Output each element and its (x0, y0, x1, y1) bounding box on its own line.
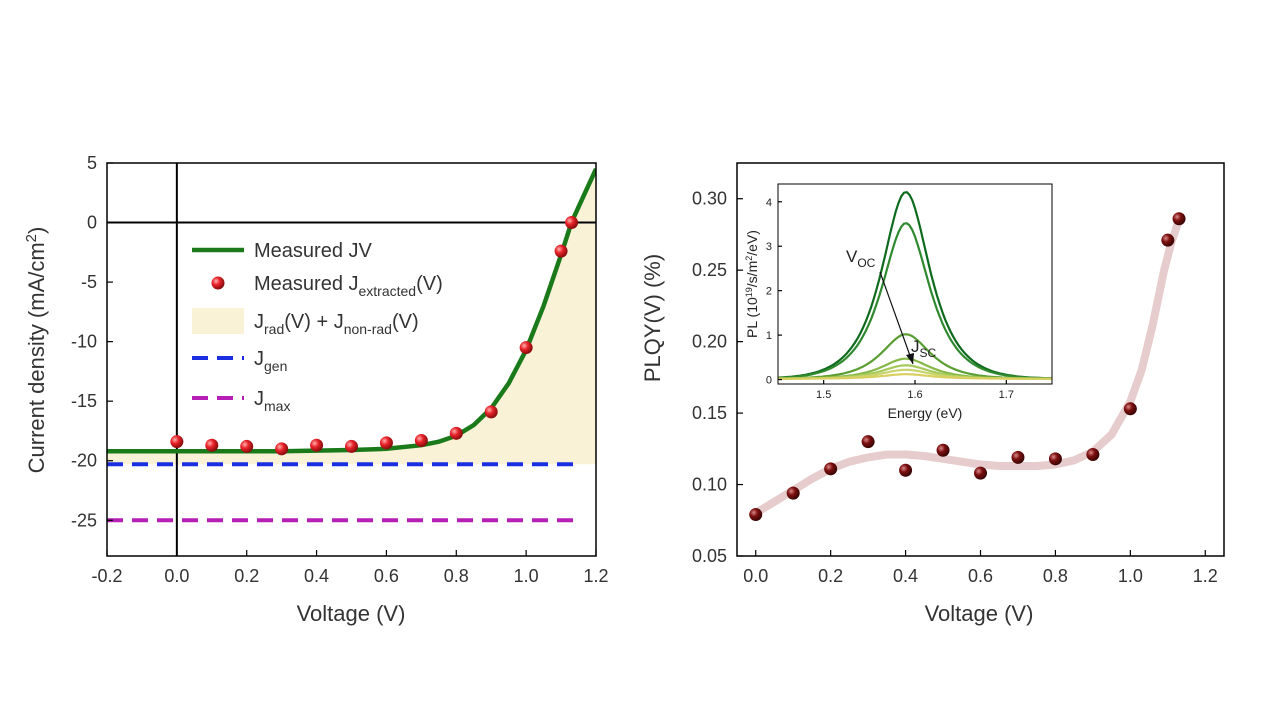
x-tick-label: 0.6 (374, 566, 399, 586)
x-tick-label: 0.4 (304, 566, 329, 586)
plqy-point (1161, 233, 1175, 247)
y-tick-label: 0.25 (692, 260, 727, 280)
jv-chart: -0.2 0.0 0.2 0.4 0.6 0.8 1.0 1.2 5 0 -5 -10 -15 -20 -… (23, 153, 609, 626)
y-tick-label: 0.15 (692, 403, 727, 423)
plqy-point (861, 435, 875, 449)
extracted-point (310, 438, 324, 452)
x-tick-label: 1.0 (1118, 566, 1143, 586)
pl-spectrum-curve (778, 222, 1052, 380)
extracted-point (379, 436, 393, 450)
voc-annotation: VOC (846, 247, 876, 270)
extracted-point (345, 439, 358, 453)
pl-spectra-curves (778, 191, 1052, 380)
extracted-point (240, 439, 254, 453)
plqy-point (1086, 448, 1100, 462)
pl-spectrum-curve (778, 373, 1052, 380)
arrow-head-icon (906, 353, 914, 364)
y-tick-label: 0.20 (692, 332, 727, 352)
jv-x-ticks: -0.2 0.0 0.2 0.4 0.6 0.8 1.0 1.2 (91, 550, 609, 586)
y-tick-label: -25 (71, 510, 97, 530)
legend-label-jrad: Jrad(V) + Jnon-rad(V) (254, 311, 419, 337)
extracted-point (449, 426, 463, 440)
plqy-point (936, 443, 950, 457)
plqy-point (899, 463, 913, 477)
legend-label-jmax: Jmax (254, 388, 290, 414)
y-tick-label: 5 (87, 153, 97, 173)
legend-label-jgen: Jgen (254, 348, 287, 374)
x-tick-label: 1.2 (1193, 566, 1218, 586)
x-tick-label: 0.6 (968, 566, 993, 586)
x-tick-label: 0.8 (444, 566, 469, 586)
extracted-points (170, 216, 579, 456)
legend-swatch-fill (192, 308, 244, 334)
plqy-point (786, 486, 800, 500)
y-tick-label: 3 (766, 241, 772, 253)
extracted-point (554, 244, 568, 258)
inset-x-axis-label: Energy (eV) (888, 405, 963, 421)
y-tick-label: 0 (87, 213, 97, 233)
plqy-point (1123, 402, 1137, 416)
extracted-point (205, 438, 219, 452)
x-tick-label: 1.6 (907, 389, 922, 401)
inset-background (778, 184, 1052, 384)
legend-label-jv: Measured JV (254, 240, 372, 262)
jv-y-ticks: 5 0 -5 -10 -15 -20 -25 (71, 153, 113, 530)
x-tick-label: 0.0 (164, 566, 189, 586)
inset-y-axis-label: PL (1019/s/m2/eV) (744, 230, 760, 338)
y-tick-label: 0.10 (692, 475, 727, 495)
jv-x-axis-label: Voltage (V) (297, 601, 406, 626)
x-tick-label: 1.7 (999, 389, 1014, 401)
plqy-point (1048, 452, 1062, 466)
jsc-annotation: JSC (911, 337, 937, 360)
plqy-point (1172, 212, 1186, 226)
y-tick-label: 4 (766, 197, 772, 209)
extracted-point (275, 442, 289, 456)
x-tick-label: 0.2 (234, 566, 259, 586)
plqy-chart: 0.0 0.2 0.4 0.6 0.8 1.0 1.2 0.050.100.150.200.… (640, 162, 1225, 626)
plqy-y-ticks: 0.05 0.10 0.15 0.20 0.25 0.30 (692, 189, 743, 566)
x-tick-label: 1.5 (816, 389, 831, 401)
jv-plot-frame (106, 162, 597, 557)
voc-to-jsc-arrow (879, 271, 914, 365)
pl-spectra-inset: 1.5 1.6 1.7 0 1 2 3 4 Energy (eV) PL (1019/s/m… (744, 183, 1053, 421)
plqy-point (1011, 450, 1025, 464)
plqy-x-axis-label: Voltage (V) (925, 601, 1034, 626)
x-tick-label: 1.0 (514, 566, 539, 586)
legend-swatch-extracted (211, 276, 225, 290)
extracted-point (565, 216, 579, 230)
inset-x-ticks: 1.5 1.6 1.7 (816, 380, 1014, 401)
jv-y-axis-label: Current density (mA/cm2) (23, 227, 49, 474)
extracted-point (484, 405, 498, 419)
legend-label-extracted: Measured Jextracted(V) (254, 273, 443, 299)
x-tick-label: 0.8 (1043, 566, 1068, 586)
plqy-x-ticks: 0.0 0.2 0.4 0.6 0.8 1.0 1.2 (743, 550, 1218, 586)
y-tick-label: -10 (71, 332, 97, 352)
y-tick-label: -20 (71, 451, 97, 471)
plqy-points (749, 212, 1186, 522)
x-tick-label: 0.2 (818, 566, 843, 586)
plqy-point (749, 508, 763, 522)
inset-y-ticks: 0 1 2 3 4 (766, 197, 782, 387)
plqy-point (824, 462, 838, 476)
y-tick-label: 0.05 (692, 546, 727, 566)
jv-legend: Measured JV Measured Jextracted(V) Jrad(… (192, 240, 443, 414)
recombination-fill-area (107, 169, 596, 465)
extracted-point (170, 435, 184, 449)
extracted-point (414, 433, 428, 447)
x-tick-label: 1.2 (583, 566, 608, 586)
x-tick-label: -0.2 (91, 566, 122, 586)
x-tick-label: 0.4 (893, 566, 918, 586)
y-tick-label: -5 (81, 272, 97, 292)
y-tick-label: 0 (766, 375, 772, 387)
measured-jv-curve (107, 168, 596, 454)
x-tick-label: 0.0 (743, 566, 768, 586)
plqy-y-axis-label: PLQY(V) (%) (640, 254, 665, 382)
y-tick-label: 0.30 (692, 189, 727, 209)
y-tick-label: 1 (766, 330, 772, 342)
y-tick-label: -15 (71, 391, 97, 411)
plqy-point (974, 466, 987, 480)
y-tick-label: 2 (766, 286, 772, 298)
extracted-point (519, 341, 533, 355)
